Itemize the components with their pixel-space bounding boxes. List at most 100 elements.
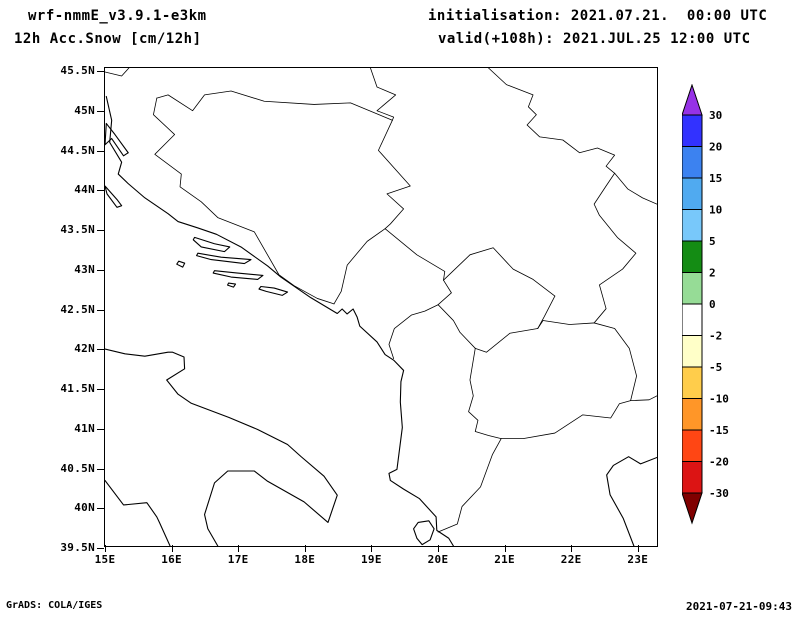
colorbar-segment [681,398,703,431]
lat-tick-mark [97,150,104,152]
border-croatia-bosnia-north [156,90,393,121]
colorbar-segment [681,429,703,462]
border-bosnia-montenegro [333,228,386,305]
colorbar-segment [681,335,703,368]
map-plot-area: 45.5N 45N 44.5N 44N 43.5N 43N 42.5N 42N 41.5N 41N… [60,64,658,566]
border-montenegro-serbia [384,228,446,281]
border-macedonia-greece [500,400,631,440]
map-canvas [105,68,657,546]
colorbar-legend: 30 20 15 10 5 2 0 -2 -5 -10 -15 -20 -30 [681,83,762,529]
island-pag [105,122,129,157]
island-lastovo [227,282,237,288]
colorbar-segment [681,303,703,336]
colorbar-tick-label: -5 [709,361,722,374]
lat-tick-label: 44.5N [60,143,95,157]
lon-tick-mark [571,545,573,552]
grads-credit: GrADS: COLA/IGES [6,600,103,611]
lat-tick-mark [97,110,104,112]
colorbar-segment [681,146,703,179]
colorbar-segment [681,209,703,242]
border-serbia-macedonia [537,320,595,329]
model-title: wrf-nmmE_v3.9.1-e3km [28,8,207,24]
lon-tick-label: 19E [361,553,382,566]
border-montenegro-albania [388,304,439,359]
colorbar-segment [681,114,703,147]
colorbar-tick-label: -15 [709,424,729,437]
colorbar-tick-label: 20 [709,141,722,154]
lon-tick-label: 18E [294,553,316,566]
lat-tick-mark [97,548,104,549]
lon-tick-mark [238,545,240,552]
border-serbia-bulgaria [593,172,637,324]
lon-tick-label: 16E [161,553,182,566]
island-corfu [413,520,435,546]
border-slovenia-croatia [105,68,130,77]
init-time-label: initialisation: 2021.07.21. 00:00 UTC [428,8,768,24]
border-kosovo-north [443,247,556,297]
lon-tick-label: 17E [227,553,249,566]
border-bulgaria-greece [630,395,657,402]
border-macedonia-bulgaria [593,322,637,402]
colorbar-bottom-arrow [681,492,703,525]
country-borders [105,68,657,533]
colorbar-tick-label: -30 [709,487,729,500]
field-title: 12h Acc.Snow [cm/12h] [14,31,202,47]
lon-tick-mark [438,545,439,552]
lon-tick-mark [105,545,106,552]
colorbar-segment [681,366,703,399]
colorbar-tick-label: 0 [709,298,716,311]
lon-tick-mark [504,545,506,552]
lat-tick-mark [97,468,104,470]
valid-time-label: valid(+108h): 2021.JUL.25 12:00 UTC [438,31,751,47]
lat-tick-mark [97,428,104,430]
lon-tick-mark [637,545,639,552]
lat-tick-mark [97,269,104,271]
lat-tick-label: 42.5N [60,302,95,316]
lon-tick-label: 22E [560,553,582,566]
coastline-italy-tyrrhenian [105,479,171,546]
border-bosnia-serbia [378,119,411,230]
lon-tick-mark [371,545,373,552]
lon-tick-label: 21E [494,553,515,566]
island-vis [176,260,186,268]
coastline-italy-adriatic [105,348,338,546]
colorbar-tick-label: 15 [709,172,722,185]
lat-tick-mark [97,230,104,231]
island-brac [192,236,231,253]
border-albania-greece [437,438,502,533]
lat-tick-mark [97,190,104,192]
lat-tick-mark [97,71,104,72]
lat-tick-label: 43.5N [60,223,95,236]
colorbar-tick-label: -10 [709,393,729,406]
colorbar-top-arrow [681,83,703,116]
lat-tick-label: 45.5N [60,64,95,77]
lat-tick-label: 41.5N [60,382,95,395]
lat-tick-mark [97,349,104,351]
lon-tick-mark [304,545,306,552]
lon-tick-label: 15E [94,553,116,566]
lat-tick-label: 44N [74,183,95,197]
island-dugi-otok [105,185,123,208]
lon-tick-mark [171,545,173,552]
lat-tick-mark [97,309,104,311]
lat-tick-label: 41N [74,421,95,435]
lat-tick-label: 40.5N [60,461,95,475]
border-kosovo-east [537,295,556,329]
border-kosovo-macedonia [474,328,539,353]
island-korcula [212,270,264,280]
lat-tick-label: 43N [74,262,95,276]
colorbar-tick-label: 10 [709,204,722,217]
lon-tick-label: 23E [627,553,649,566]
colorbar-tick-label: 30 [709,109,722,122]
border-kosovo-albania [437,304,476,349]
border-croatia-bosnia-west [153,97,335,305]
coastline-east-adriatic [105,95,454,546]
colorbar-tick-label: -20 [709,456,729,469]
colorbar-segment [681,461,703,494]
creation-timestamp: 2021-07-21-09:43 [686,600,792,613]
colorbar-segment [681,177,703,210]
border-serbia-romania [488,68,616,174]
lat-tick-label: 42N [74,342,95,356]
island-hvar [196,252,252,265]
